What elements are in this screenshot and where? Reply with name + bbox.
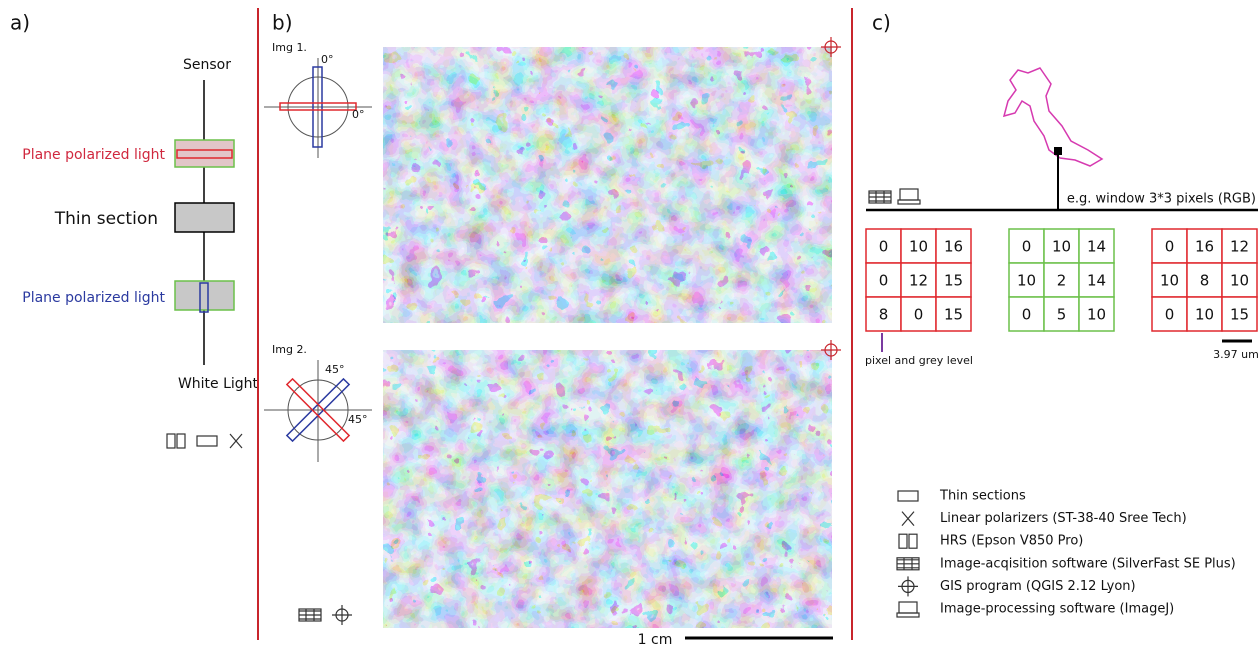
legend-text: Thin sections: [939, 489, 1026, 504]
icon-gis: [898, 576, 918, 596]
top-filter-label: Plane polarized light: [22, 147, 165, 163]
panel-label: b): [272, 11, 293, 35]
grey-level: 0: [1022, 306, 1032, 324]
icon-hrs: [167, 434, 185, 448]
grey-level: 0: [1165, 306, 1175, 324]
scale-label: 3.97 um: [1213, 348, 1258, 361]
legend-text: HRS (Epson V850 Pro): [940, 534, 1083, 549]
icon-proc: [898, 189, 920, 204]
grey-level: 10: [1230, 272, 1249, 290]
light-label: White Light: [178, 376, 259, 392]
top-filter: [175, 140, 234, 167]
grey-level: 12: [909, 272, 928, 290]
grey-level: 10: [1017, 272, 1036, 290]
legend-text: Image-processing software (ImageJ): [940, 602, 1174, 617]
grey-level: 0: [879, 272, 889, 290]
grey-level: 0: [914, 306, 924, 324]
bottom-filter-label: Plane polarized light: [22, 290, 165, 306]
scale-label: 1 cm: [638, 632, 673, 647]
panel-c: c) e.g. window 3*3 pixels (RGB) pixel an…: [865, 11, 1258, 368]
icon-part: [900, 189, 918, 200]
grey-level: 0: [879, 238, 889, 256]
icon-thin: [197, 436, 217, 446]
region-outline: [1004, 68, 1102, 166]
grey-level: 10: [1160, 272, 1179, 290]
icon-part: [909, 534, 917, 548]
angle-label: 45°: [325, 363, 345, 376]
panel-a: a) Sensor Plane polarized light Thin sec…: [10, 11, 259, 393]
window-label: e.g. window 3*3 pixels (RGB): [1067, 192, 1256, 207]
icon-gis: [332, 605, 352, 625]
figure: a) Sensor Plane polarized light Thin sec…: [0, 0, 1258, 647]
thin-section-image: [383, 47, 832, 323]
grey-level: 10: [909, 238, 928, 256]
pixel-marker: [1054, 147, 1062, 155]
legend-text: GIS program (QGIS 2.12 Lyon): [940, 579, 1136, 594]
bottom-filter: [175, 281, 234, 310]
icon-part: [898, 491, 918, 501]
grey-level: 14: [1087, 238, 1106, 256]
panel-b: b) Img 1. 0° 0° Img 2. 45° 45° 1 cm: [264, 11, 833, 647]
icon-thin: [898, 491, 918, 501]
grey-level: 10: [1087, 306, 1106, 324]
icon-hrs: [899, 534, 917, 548]
grey-level: 10: [1195, 306, 1214, 324]
grey-level: 15: [1230, 306, 1249, 324]
angle-label: 0°: [321, 53, 334, 66]
icon-soft: [869, 191, 891, 203]
legend-text: Image-acqisition software (SilverFast SE…: [940, 556, 1236, 571]
grey-level: 15: [944, 306, 963, 324]
thin-section: [175, 203, 234, 232]
sensor-label: Sensor: [183, 57, 231, 73]
grey-level: 16: [944, 238, 963, 256]
icon-soft: [299, 609, 321, 621]
icon-soft: [897, 558, 919, 570]
icon-part: [897, 613, 919, 617]
thin-section-label: Thin section: [54, 209, 158, 229]
icon-part: [899, 602, 917, 613]
grey-level: 14: [1087, 272, 1106, 290]
thin-section-image: [383, 350, 832, 628]
angle-label: 0°: [352, 108, 365, 121]
grey-level: 0: [1022, 238, 1032, 256]
grey-level: 8: [1200, 272, 1210, 290]
icon-proc: [897, 602, 919, 617]
grey-level: 8: [879, 306, 889, 324]
icon-pol: [230, 434, 242, 448]
grey-level: 0: [1165, 238, 1175, 256]
pixel-note: pixel and grey level: [865, 354, 973, 367]
panel-label: a): [10, 11, 30, 35]
icon-part: [898, 200, 920, 204]
panel-label: c): [872, 11, 891, 35]
grey-level: 15: [944, 272, 963, 290]
icon-part: [197, 436, 217, 446]
grey-level: 5: [1057, 306, 1067, 324]
grey-level: 16: [1195, 238, 1214, 256]
angle-label: 45°: [348, 413, 368, 426]
img-label: Img 2.: [272, 343, 307, 356]
icon-part: [899, 534, 907, 548]
grey-level: 12: [1230, 238, 1249, 256]
legend-text: Linear polarizers (ST-38-40 Sree Tech): [940, 511, 1187, 526]
img-label: Img 1.: [272, 41, 307, 54]
grey-level: 2: [1057, 272, 1067, 290]
grey-level: 10: [1052, 238, 1071, 256]
icon-part: [167, 434, 175, 448]
icon-part: [177, 434, 185, 448]
icon-pol: [902, 512, 914, 526]
